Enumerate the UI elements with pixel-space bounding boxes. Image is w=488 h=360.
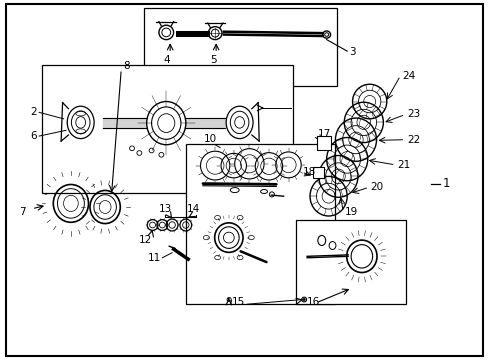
Bar [295, 220, 405, 304]
Text: 5: 5 [209, 55, 216, 66]
Text: 7: 7 [20, 207, 26, 217]
Text: 22: 22 [406, 135, 419, 145]
Text: 18: 18 [303, 167, 316, 177]
Text: 9: 9 [225, 297, 232, 307]
Text: 2: 2 [30, 107, 37, 117]
Bar [185, 144, 334, 304]
Ellipse shape [146, 102, 185, 145]
Bar [316, 136, 330, 150]
Bar [144, 8, 337, 86]
Text: 12: 12 [139, 235, 152, 245]
Text: 15: 15 [231, 297, 245, 307]
Text: 19: 19 [344, 207, 357, 217]
Text: 14: 14 [186, 204, 200, 214]
Bar [41, 65, 293, 193]
Text: 13: 13 [158, 204, 172, 214]
Bar [312, 167, 323, 178]
Text: 3: 3 [348, 47, 355, 57]
Text: 10: 10 [203, 134, 216, 144]
Text: 8: 8 [123, 60, 130, 71]
Text: 4: 4 [163, 55, 169, 66]
Text: 1: 1 [442, 177, 449, 190]
Text: 21: 21 [396, 160, 409, 170]
Text: 6: 6 [30, 131, 37, 141]
Text: 20: 20 [370, 182, 383, 192]
Ellipse shape [302, 298, 305, 301]
Text: 11: 11 [148, 253, 161, 263]
Text: 16: 16 [306, 297, 320, 307]
Text: 17: 17 [317, 129, 330, 139]
Text: 23: 23 [406, 109, 419, 120]
Text: 24: 24 [401, 71, 414, 81]
